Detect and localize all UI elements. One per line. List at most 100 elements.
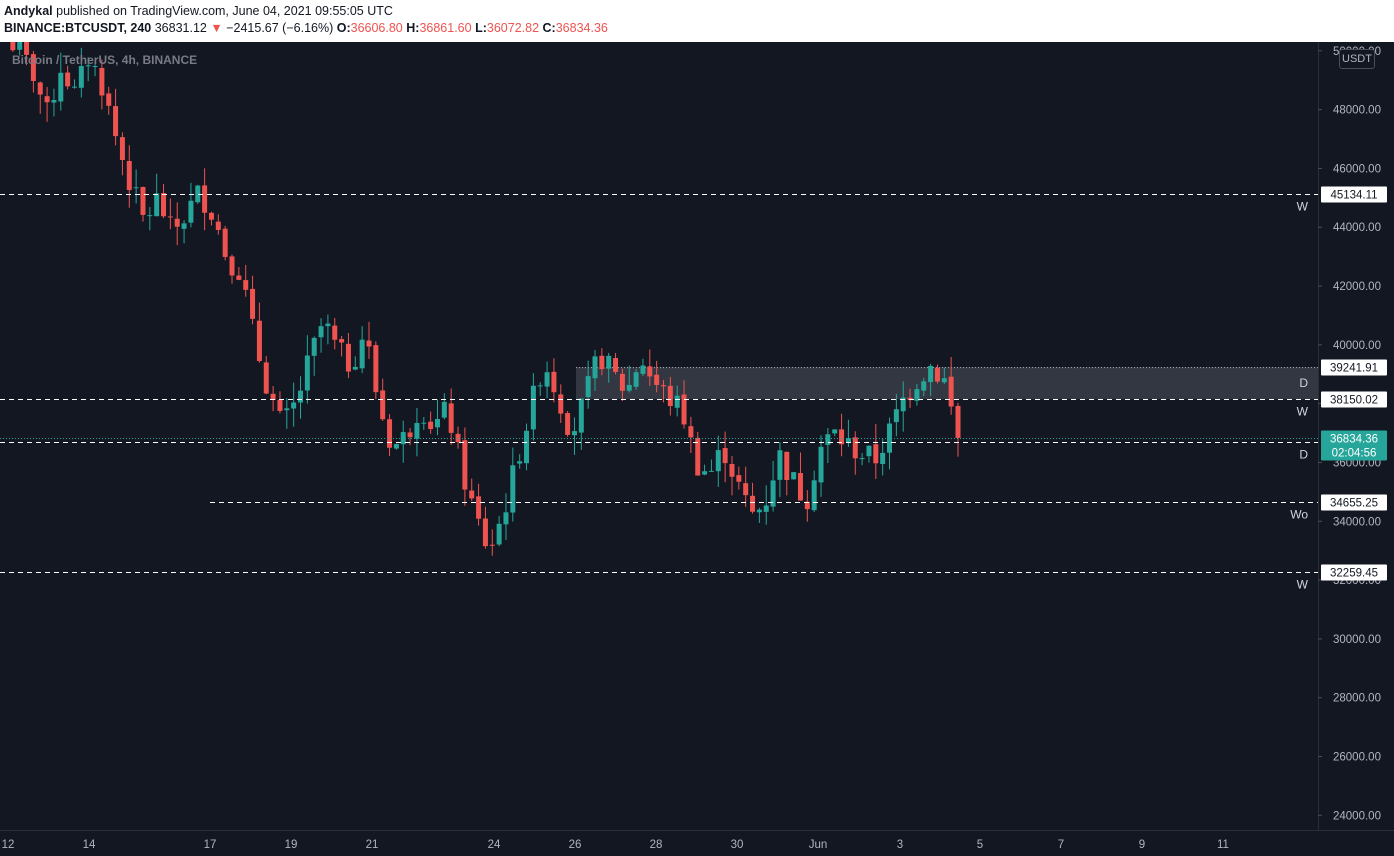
zone-tag: D (1299, 376, 1308, 390)
candle-body (393, 444, 399, 449)
candle-body (85, 65, 91, 67)
candle-body (770, 480, 776, 507)
candle-body (441, 401, 447, 418)
level-tag: W (1297, 200, 1309, 214)
candle-body (434, 418, 440, 428)
change-arrow-icon: ▼ (210, 21, 223, 35)
candle-body (318, 326, 324, 338)
candle-body (37, 82, 43, 95)
candle-body (537, 385, 543, 387)
y-tick-label: 26000.00 (1333, 751, 1381, 763)
candle-body (955, 405, 961, 438)
candle-body (524, 430, 530, 464)
candle-body (784, 451, 790, 480)
candle-body (44, 96, 50, 103)
zone-price-label: 39241.91 (1330, 363, 1378, 375)
candle-body (832, 429, 838, 434)
candle-body (387, 419, 393, 448)
candle-body (133, 187, 139, 189)
candle-body (695, 437, 701, 476)
candle-body (366, 340, 372, 347)
candle-body (113, 106, 119, 137)
candle-body (30, 54, 36, 82)
candle-body (277, 399, 283, 411)
x-tick-label: Jun (809, 839, 828, 851)
publish-line: Andykal published on TradingView.com, Ju… (4, 4, 393, 18)
candle-body (750, 495, 756, 512)
x-tick-label: 9 (1139, 839, 1145, 851)
x-tick-label: 28 (650, 839, 663, 851)
x-tick-label: 26 (569, 839, 582, 851)
candle-body (250, 288, 256, 319)
candle-body (880, 452, 886, 464)
candle-body (941, 378, 947, 383)
candle-body (256, 320, 262, 362)
candle-body (928, 365, 934, 383)
candle-body (263, 362, 269, 394)
candle-body (743, 483, 749, 496)
zone-price-box (1321, 359, 1387, 376)
candle-body (373, 345, 379, 393)
candle-body (517, 461, 523, 464)
y-tick-label: 40000.00 (1333, 340, 1381, 352)
x-tick-label: 14 (83, 839, 96, 851)
candle-body (873, 444, 879, 464)
candle-body (106, 93, 112, 106)
candle-body (530, 385, 536, 430)
candle-body (640, 365, 646, 374)
x-tick-label: 21 (366, 839, 379, 851)
candle-body (715, 450, 721, 472)
candle-body (811, 480, 817, 511)
candle-body (311, 337, 317, 356)
chart-area[interactable]: W W D Wo W D 24000.00 26000.00 28000.00 30000.00… (0, 42, 1394, 856)
candle-body (496, 523, 502, 545)
candle-body (688, 426, 694, 438)
candle-body (78, 66, 84, 88)
currency-badge[interactable]: USDT (1339, 49, 1375, 69)
close-value: 36834.36 (555, 21, 608, 35)
candle-body (147, 215, 153, 217)
candle-body (660, 385, 666, 387)
horizontal-levels[interactable]: W W D Wo W D (0, 194, 1318, 592)
candles[interactable] (4, 42, 961, 556)
candle-body (914, 389, 920, 401)
resistance-zone[interactable] (576, 367, 1318, 400)
candle-body (571, 431, 577, 436)
time-axis[interactable]: 12 14 17 19 21 24 26 28 30 Jun 3 5 7 9 11 (2, 839, 1229, 851)
candle-body (92, 65, 98, 67)
candle-body (510, 465, 516, 513)
candle-body (839, 429, 845, 445)
candle-body (229, 256, 235, 276)
x-tick-label: 19 (285, 839, 298, 851)
candle-body (647, 366, 653, 377)
candle-body (222, 228, 228, 257)
x-tick-label: 11 (1217, 839, 1229, 851)
candle-body (332, 325, 338, 340)
x-tick-label: 24 (488, 839, 501, 851)
candle-body (24, 42, 30, 55)
candle-body (763, 505, 769, 512)
high-value: 36861.60 (419, 21, 472, 35)
last-price: 36831.12 (154, 21, 207, 35)
candle-body (791, 472, 797, 480)
symbol-label[interactable]: BINANCE:BTCUSDT, 240 (4, 21, 152, 35)
candle-body (167, 216, 173, 218)
candle-body (503, 512, 509, 525)
candle-body (578, 398, 584, 433)
candle-body (948, 376, 954, 407)
candle-body (777, 450, 783, 480)
candle-body (380, 390, 386, 420)
x-tick-label: 30 (731, 839, 744, 851)
level-tag: D (1299, 448, 1308, 462)
price-chart[interactable]: W W D Wo W D 24000.00 26000.00 28000.00 30000.00… (0, 42, 1394, 856)
candle-body (284, 408, 290, 411)
candle-body (455, 433, 461, 443)
candle-body (71, 86, 77, 88)
candle-body (421, 422, 427, 424)
level-price-box (1321, 494, 1387, 511)
y-tick-label: 30000.00 (1333, 634, 1381, 646)
candle-body (181, 223, 187, 229)
candle-body (633, 372, 639, 387)
author-name[interactable]: Andykal (4, 4, 53, 18)
candle-body (298, 390, 304, 403)
